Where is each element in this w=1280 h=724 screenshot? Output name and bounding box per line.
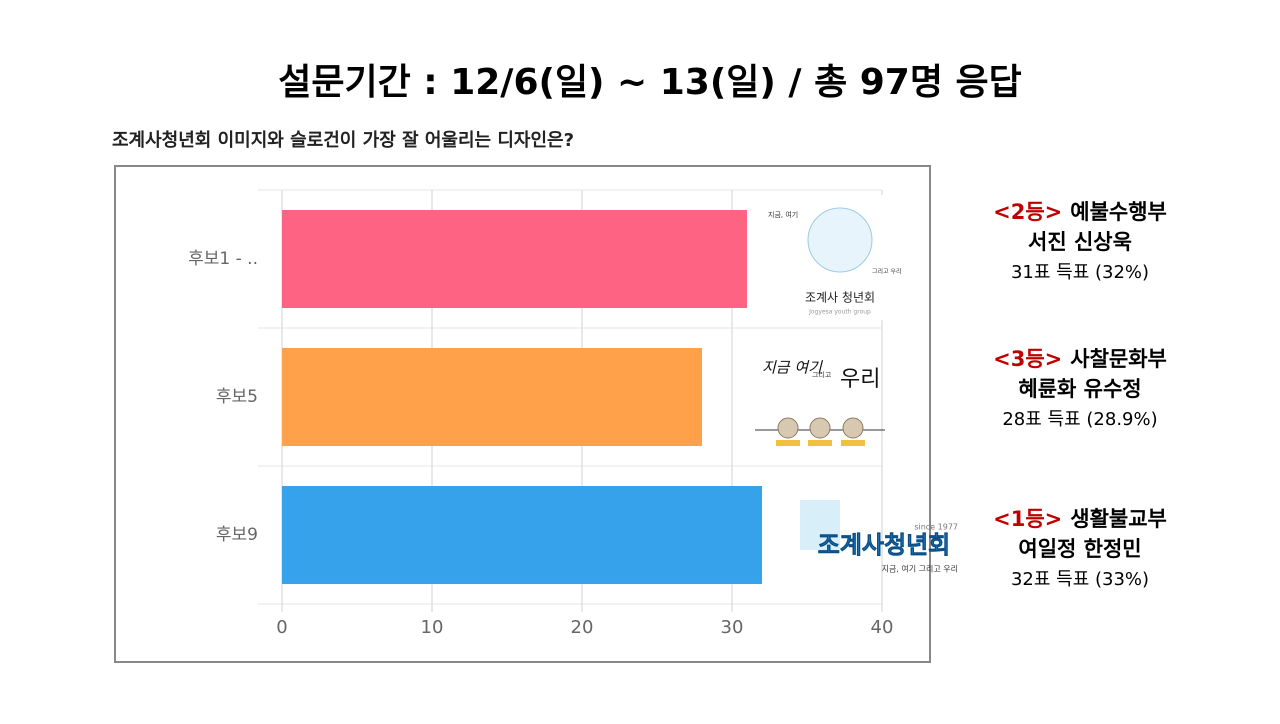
logo-figure bbox=[809, 417, 831, 439]
logo-base bbox=[841, 440, 865, 446]
rank: <1등> bbox=[993, 507, 1062, 531]
logo-text: 조계사 청년회 bbox=[805, 291, 875, 305]
page-title: 설문기간 : 12/6(일) ~ 13(일) / 총 97명 응답 bbox=[278, 62, 1021, 103]
logo-text: 그리고 우리 bbox=[872, 268, 902, 276]
result-votes: 32표 득표 (33%) bbox=[1011, 569, 1149, 590]
x-tick-label: 10 bbox=[421, 617, 444, 638]
rank: <2등> bbox=[993, 200, 1062, 224]
bar bbox=[282, 210, 747, 308]
bar bbox=[282, 348, 702, 446]
logo-text: Jogyesa youth group bbox=[808, 309, 871, 316]
dept: 생활불교부 bbox=[1070, 507, 1167, 531]
chart-title: 조계사청년회 이미지와 슬로건이 가장 잘 어울리는 디자인은? bbox=[112, 130, 574, 151]
result-names: 서진 신상욱 bbox=[1028, 230, 1132, 254]
logo-base bbox=[808, 440, 832, 446]
logo-text: 조계사청년회 bbox=[818, 531, 950, 559]
logo-figure bbox=[777, 417, 799, 439]
y-tick-label: 후보5 bbox=[216, 387, 258, 407]
logo-text: since 1977 bbox=[914, 523, 958, 532]
x-tick-label: 30 bbox=[721, 617, 744, 638]
x-tick-label: 40 bbox=[871, 617, 894, 638]
rank: <3등> bbox=[993, 347, 1062, 371]
x-tick-label: 0 bbox=[276, 617, 287, 638]
result-heading: <2등> 예불수행부 bbox=[993, 200, 1167, 224]
y-tick-label: 후보9 bbox=[216, 525, 258, 545]
logo-text: 지금 여기 bbox=[762, 359, 823, 377]
x-tick-label: 20 bbox=[571, 617, 594, 638]
y-tick-label: 후보1 - .. bbox=[188, 249, 258, 269]
result-heading: <1등> 생활불교부 bbox=[993, 507, 1167, 531]
result-votes: 31표 득표 (32%) bbox=[1011, 262, 1149, 283]
dept: 사찰문화부 bbox=[1070, 347, 1167, 371]
logo-pagoda bbox=[800, 500, 840, 550]
logo-text: 우리 bbox=[840, 367, 880, 392]
logo-text: 지금, 여기 bbox=[768, 210, 798, 219]
logo-text: 그리고 bbox=[812, 370, 832, 379]
bar bbox=[282, 486, 762, 584]
logo-figure bbox=[842, 417, 864, 439]
result-votes: 28표 득표 (28.9%) bbox=[1002, 409, 1157, 430]
dept: 예불수행부 bbox=[1070, 200, 1167, 224]
logo-circle bbox=[807, 207, 873, 273]
logo-base bbox=[776, 440, 800, 446]
result-names: 여일정 한정민 bbox=[1018, 537, 1141, 561]
result-names: 혜륜화 유수정 bbox=[1018, 377, 1141, 401]
result-heading: <3등> 사찰문화부 bbox=[993, 347, 1167, 371]
logo-text: 지금, 여기 그리고 우리 bbox=[882, 564, 958, 574]
